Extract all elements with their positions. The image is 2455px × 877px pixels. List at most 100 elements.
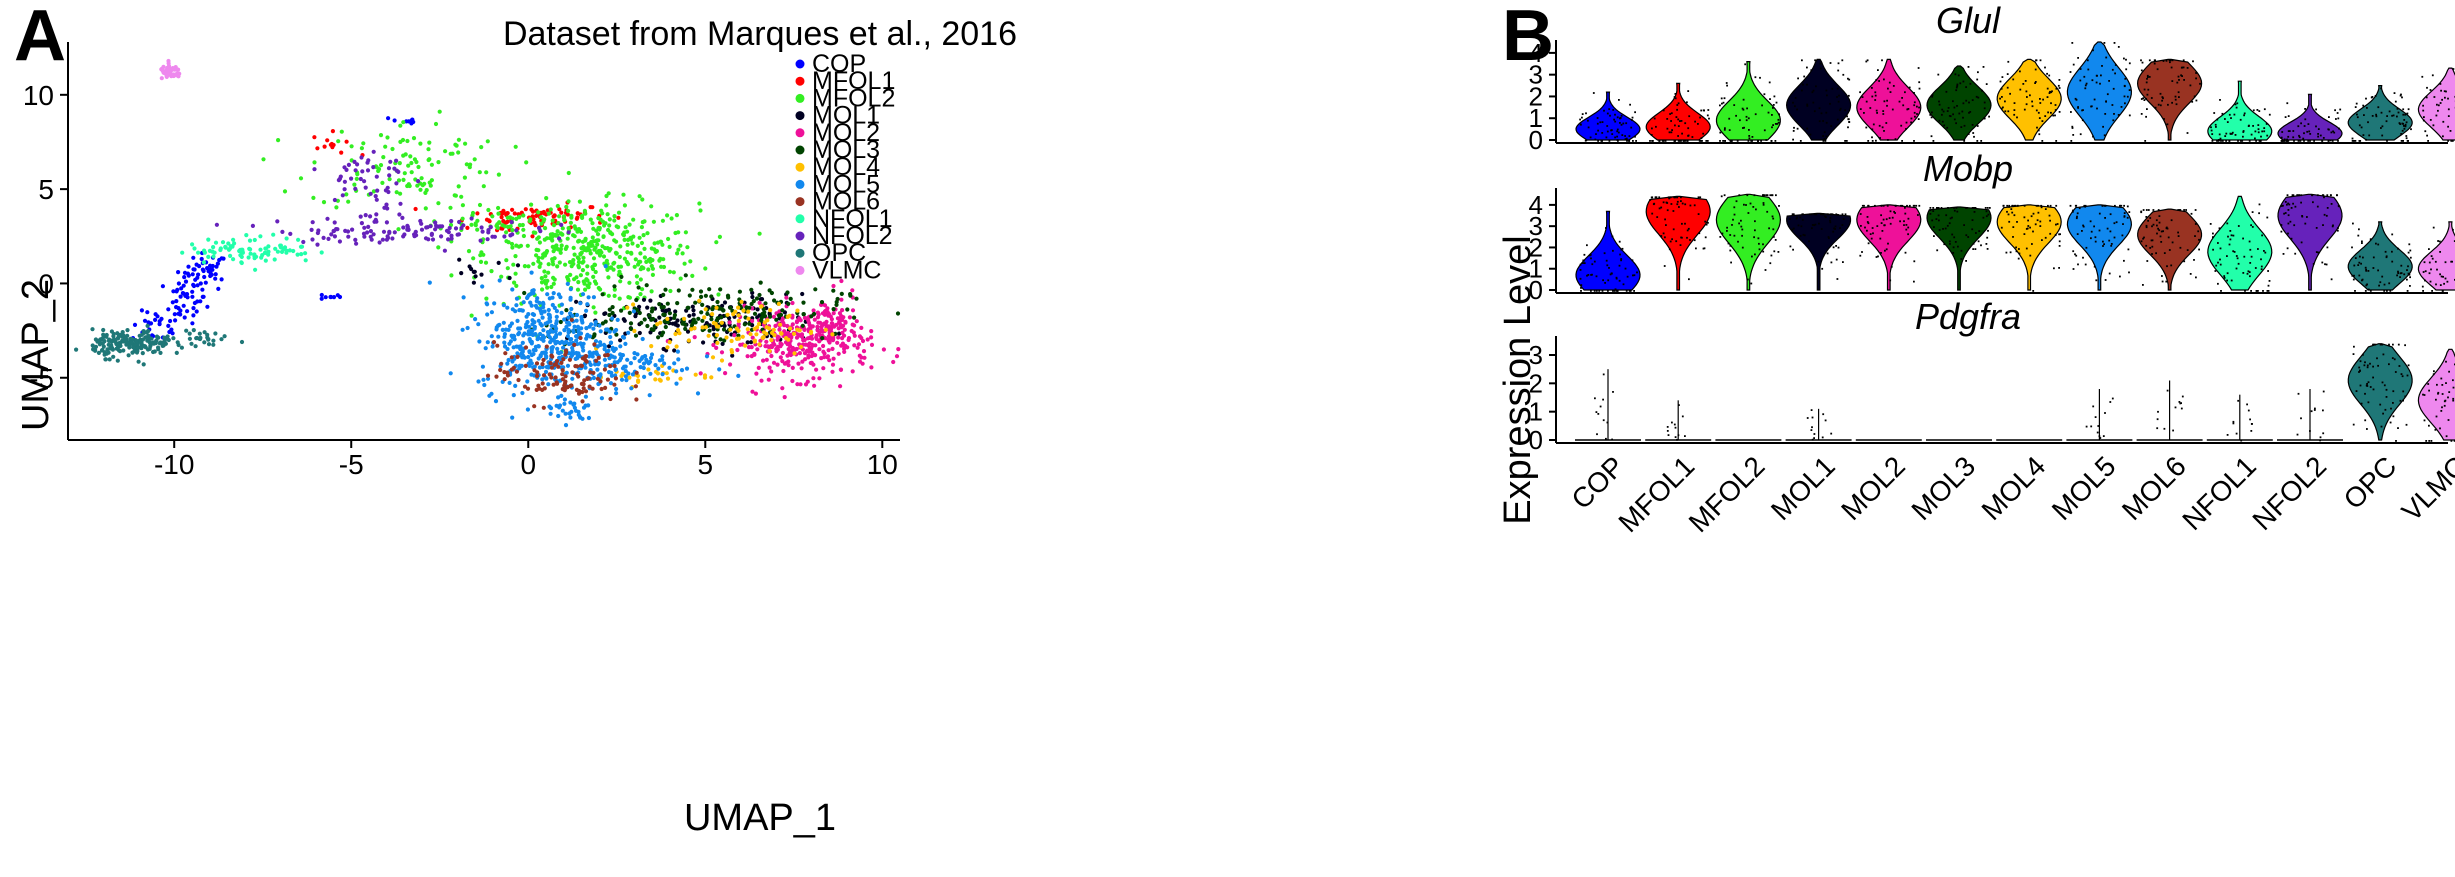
scatter-point: [638, 365, 643, 370]
scatter-point: [814, 367, 819, 372]
scatter-point: [750, 389, 755, 394]
violin-jitter-point: [1607, 290, 1609, 292]
scatter-point: [494, 327, 499, 332]
scatter-point: [759, 304, 764, 309]
violin-jitter-point: [2396, 115, 2398, 118]
violin-jitter-point: [1969, 82, 1972, 85]
violin-jitter-point: [1913, 101, 1916, 104]
scatter-point: [685, 305, 690, 310]
scatter-point: [584, 326, 589, 331]
violin-jitter-point: [1861, 251, 1863, 253]
violin-jitter-point: [2337, 205, 2340, 207]
violin-jitter-point: [2181, 395, 2184, 398]
violin-jitter-point: [1773, 95, 1776, 98]
scatter-point: [562, 401, 567, 406]
violin-mobp-mol1: [1786, 212, 1852, 291]
violin-jitter-point: [2220, 140, 2222, 142]
violin-jitter-point: [1581, 116, 1583, 119]
scatter-point: [734, 326, 739, 331]
violin-jitter-point: [1625, 122, 1628, 125]
violin-jitter-point: [1774, 140, 1777, 142]
scatter-point: [748, 332, 753, 337]
violin-jitter-point: [2128, 89, 2131, 91]
violin-mobp-opc: [2347, 221, 2413, 292]
scatter-point: [226, 241, 231, 246]
violin-jitter-point: [1832, 230, 1835, 233]
scatter-point: [827, 358, 832, 363]
violin-jitter-point: [2146, 93, 2149, 96]
scatter-point: [275, 219, 280, 224]
scatter-point: [569, 306, 574, 312]
scatter-point: [493, 399, 499, 404]
violin-jitter-point: [2308, 130, 2311, 133]
violin-jitter-point: [2260, 268, 2263, 271]
violin-jitter-point: [2160, 241, 2163, 243]
violin-jitter-point: [1697, 123, 1699, 125]
scatter-point: [407, 183, 412, 189]
scatter-point: [736, 336, 742, 341]
violin-jitter-point: [2140, 59, 2142, 62]
violin-jitter-point: [2316, 205, 2319, 208]
scatter-point: [539, 276, 544, 281]
scatter-point: [514, 228, 519, 233]
violin-jitter-point: [1584, 139, 1587, 142]
scatter-point: [503, 351, 508, 356]
violin-jitter-point: [1825, 121, 1828, 124]
scatter-point: [136, 359, 141, 364]
violin-jitter-point: [2446, 280, 2449, 283]
scatter-point: [394, 190, 399, 195]
scatter-point: [176, 281, 181, 286]
scatter-point: [462, 175, 467, 180]
scatter-point: [600, 292, 605, 297]
violin-jitter-point: [2352, 278, 2355, 281]
scatter-point: [536, 344, 541, 349]
violin-jitter-point: [2226, 279, 2228, 282]
violin-jitter-point: [2365, 97, 2367, 100]
violin-jitter-point: [1605, 437, 1607, 440]
violin-jitter-point: [2449, 130, 2452, 132]
scatter-point: [547, 316, 552, 321]
violin-jitter-point: [2147, 219, 2149, 222]
scatter-point: [790, 365, 795, 370]
violin-jitter-point: [2023, 108, 2026, 111]
scatter-point: [486, 228, 491, 233]
violin-jitter-point: [1938, 229, 1941, 231]
scatter-point: [837, 331, 842, 336]
violin-y-tick-label: 3: [1529, 340, 1543, 370]
scatter-point: [505, 361, 510, 366]
violin-jitter-point: [2317, 251, 2320, 254]
violin-jitter-point: [2217, 261, 2219, 264]
violin-mobp-mol4: [1996, 204, 2062, 292]
violin-jitter-point: [2100, 74, 2102, 77]
violin-jitter-point: [1662, 109, 1665, 112]
violin-shape: [1575, 210, 1641, 291]
violin-jitter-point: [1875, 256, 1878, 258]
violin-jitter-point: [2292, 136, 2295, 139]
violin-jitter-point: [1771, 215, 1774, 218]
violin-jitter-point: [1932, 207, 1935, 209]
scatter-point: [139, 308, 144, 313]
scatter-point: [446, 237, 451, 242]
scatter-point: [700, 318, 705, 323]
violin-jitter-point: [1630, 126, 1633, 129]
violin-jitter-point: [1847, 126, 1849, 129]
violin-jitter-point: [1956, 105, 1958, 107]
violin-jitter-point: [2233, 251, 2236, 253]
scatter-point: [894, 354, 900, 359]
scatter-point: [539, 215, 544, 220]
violin-jitter-point: [1700, 140, 1702, 142]
scatter-point: [509, 220, 514, 225]
scatter-point: [336, 139, 341, 144]
violin-jitter-point: [1735, 200, 1738, 203]
scatter-point: [520, 340, 525, 345]
scatter-point: [282, 189, 288, 194]
scatter-point: [811, 308, 816, 313]
violin-jitter-point: [2237, 399, 2240, 402]
violin-jitter-point: [1933, 235, 1935, 237]
scatter-point: [772, 333, 777, 338]
violin-jitter-point: [2260, 258, 2262, 261]
violin-jitter-point: [2317, 135, 2319, 138]
scatter-point: [143, 335, 148, 340]
violin-jitter-point: [1834, 225, 1837, 228]
scatter-point: [823, 309, 829, 314]
